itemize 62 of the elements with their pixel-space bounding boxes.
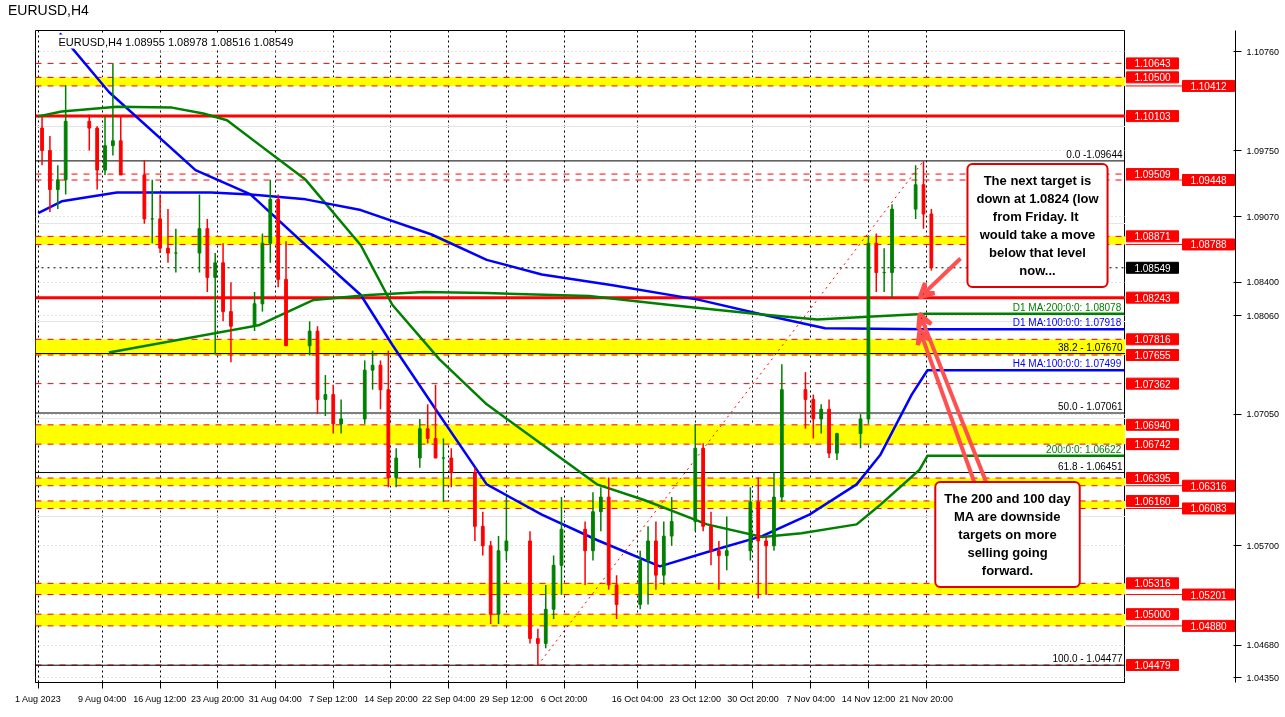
y-tick-label: 1.04350 <box>1246 672 1280 683</box>
annotation: 38.2 - 1.07670 <box>1058 341 1123 353</box>
x-tick-label: 23 Aug 20:00 <box>191 693 245 704</box>
x-tick-label: 31 Aug 04:00 <box>248 693 302 704</box>
ref-line-label: 1.10412 <box>1190 80 1228 92</box>
ref-line-label: 1.06742 <box>1134 439 1172 451</box>
ref-line-label: 1.06160 <box>1134 495 1172 507</box>
annotation: The next target is down at 1.0824 (low from Friday. It would take a move below that level now... <box>976 173 1100 278</box>
y-tick-label: 1.08060 <box>1246 310 1280 321</box>
ref-line-label: 1.05000 <box>1134 609 1172 621</box>
annotation: 50.0 - 1.07061 <box>1058 401 1123 413</box>
y-tick-label: 1.07050 <box>1246 409 1280 420</box>
x-tick-label: 16 Aug 12:00 <box>133 693 187 704</box>
y-tick-label: 1.09750 <box>1246 145 1280 156</box>
series-label: D1 MA:100:0:0: 1.07918 <box>1012 317 1122 329</box>
x-tick-label: 14 Nov 12:00 <box>841 693 896 704</box>
series-label: 200:0:0: 1.06622 <box>1046 443 1122 455</box>
x-tick-label: 22 Sep 04:00 <box>421 693 476 704</box>
ref-line-label: 1.08788 <box>1190 239 1228 251</box>
ref-line-label: 1.06083 <box>1190 503 1228 515</box>
ref-line-label: 1.04479 <box>1134 660 1172 672</box>
ref-line-label: 1.08243 <box>1134 292 1172 304</box>
series-label: H4 MA:100:0:0: 1.07499 <box>1012 358 1122 370</box>
ref-line-label: 1.04880 <box>1190 620 1228 632</box>
ref-line-label: 1.07362 <box>1134 378 1172 390</box>
y-tick-label: 1.10760 <box>1246 46 1280 57</box>
ref-line-label: 1.08871 <box>1134 231 1172 243</box>
x-tick-label: 6 Oct 20:00 <box>540 693 588 704</box>
annotation: The 200 and 100 day MA are downside targets on more selling going forward. <box>944 491 1072 578</box>
ref-line-label: 1.05316 <box>1134 578 1172 590</box>
y-tick-label: 1.08400 <box>1246 277 1280 288</box>
ref-line-label: 1.10500 <box>1134 72 1172 84</box>
annotation: 0.0 -1.09644 <box>1066 148 1123 160</box>
ref-line-label: 1.06940 <box>1134 419 1172 431</box>
y-tick-label: 1.09070 <box>1246 211 1280 222</box>
chart-subtitle: EURUSD,H4 <box>8 1 89 20</box>
x-tick-label: 16 Oct 04:00 <box>611 693 664 704</box>
x-tick-label: 30 Oct 20:00 <box>727 693 779 704</box>
ref-line-label: 1.09448 <box>1190 175 1228 187</box>
x-tick-label: 23 Oct 12:00 <box>669 693 722 704</box>
y-tick-label: 1.04680 <box>1246 640 1280 651</box>
y-tick-label: 1.05700 <box>1246 540 1280 551</box>
ref-line-label: 1.06316 <box>1190 480 1228 492</box>
text: EURUSD,H4 1.08955 1.08978 1.08516 1.08549 <box>58 35 294 48</box>
x-tick-label: 21 Nov 20:00 <box>899 693 953 704</box>
series-label: D1 MA:200:0:0: 1.08078 <box>1012 301 1122 313</box>
x-tick-label: 7 Sep 12:00 <box>308 693 358 704</box>
ref-line-label: 1.05201 <box>1190 589 1228 601</box>
ref-line-label: 1.09509 <box>1134 169 1172 181</box>
annotation: 61.8 - 1.06451 <box>1058 460 1123 472</box>
x-tick-label: 9 Aug 04:00 <box>78 693 127 704</box>
x-tick-label: 14 Sep 20:00 <box>364 693 418 704</box>
x-tick-label: 7 Nov 04:00 <box>786 693 835 704</box>
ref-line-label: 1.07655 <box>1134 350 1172 362</box>
ref-line-label: 1.07816 <box>1134 334 1172 346</box>
annotation: 100.0 - 1.04477 <box>1052 653 1123 665</box>
x-tick-label: 29 Sep 12:00 <box>479 693 534 704</box>
ref-line-label: 1.06395 <box>1134 473 1172 485</box>
ref-line-label: 1.10103 <box>1134 111 1172 123</box>
x-tick-label: 1 Aug 2023 <box>15 693 61 704</box>
ref-line-label: 1.08549 <box>1134 262 1172 274</box>
ref-line-label: 1.10643 <box>1134 58 1172 70</box>
